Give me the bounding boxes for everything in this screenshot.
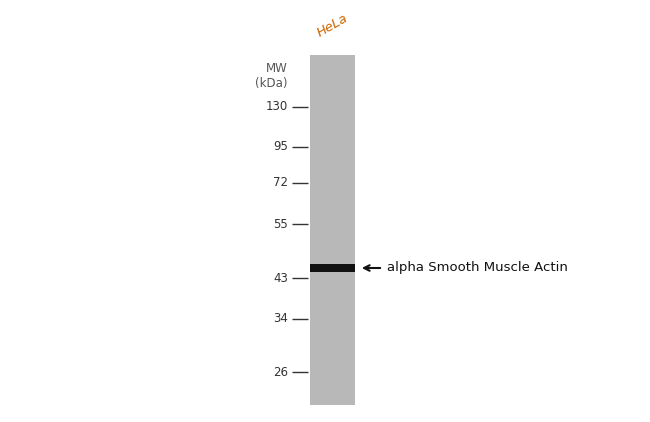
Text: MW: MW bbox=[266, 62, 288, 75]
Text: 34: 34 bbox=[273, 313, 288, 325]
Text: 26: 26 bbox=[273, 365, 288, 379]
Text: 130: 130 bbox=[266, 100, 288, 114]
Text: 43: 43 bbox=[273, 271, 288, 284]
Text: 55: 55 bbox=[273, 217, 288, 230]
Bar bbox=[310, 55, 355, 405]
Text: (kDa): (kDa) bbox=[255, 76, 288, 89]
Bar bbox=[310, 264, 355, 272]
Text: HeLa: HeLa bbox=[314, 12, 350, 40]
Text: 95: 95 bbox=[273, 141, 288, 154]
Text: alpha Smooth Muscle Actin: alpha Smooth Muscle Actin bbox=[387, 262, 568, 274]
Text: 72: 72 bbox=[273, 176, 288, 189]
